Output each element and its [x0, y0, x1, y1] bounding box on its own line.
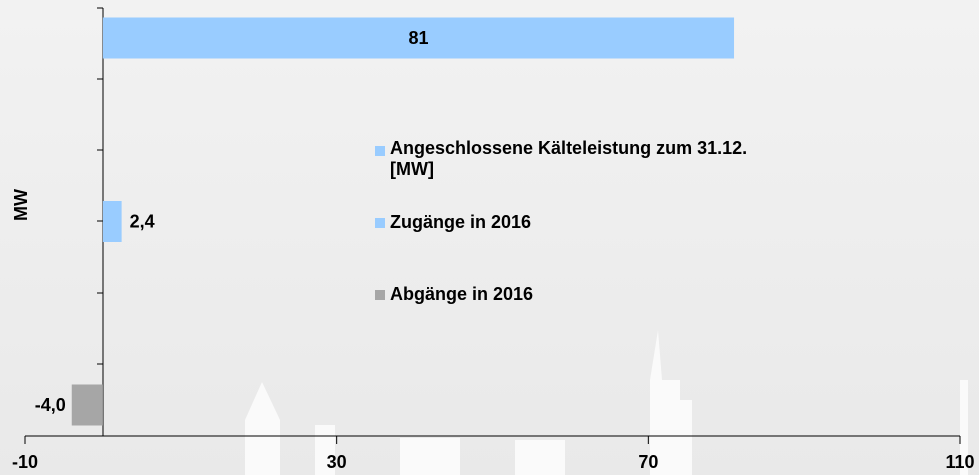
x-tick-label: -10	[12, 452, 38, 472]
x-tick-label: 70	[638, 452, 658, 472]
bar	[72, 385, 103, 426]
y-axis-label: MW	[11, 189, 31, 221]
value-label: 2,4	[130, 211, 155, 231]
legend-swatch	[375, 218, 385, 228]
chart: MW -10 30 70 110 81 2,4 -4,0 Angeschlossene Kä…	[0, 0, 979, 475]
x-tick-label: 30	[327, 452, 347, 472]
legend-label: Angeschlossene Kälteleistung zum 31.12. …	[390, 138, 750, 180]
skyline	[245, 330, 968, 475]
value-label: -4,0	[35, 395, 66, 415]
legend-swatch	[375, 290, 385, 300]
legend-swatch	[375, 146, 385, 156]
legend-label: Abgänge in 2016	[390, 284, 770, 305]
y-axis-ticks	[97, 8, 103, 364]
legend-label: Zugänge in 2016	[390, 212, 770, 233]
chart-svg: MW -10 30 70 110 81 2,4 -4,0	[0, 0, 979, 475]
bar	[103, 201, 122, 242]
x-tick-label: 110	[945, 452, 974, 472]
value-label: 81	[408, 28, 428, 48]
